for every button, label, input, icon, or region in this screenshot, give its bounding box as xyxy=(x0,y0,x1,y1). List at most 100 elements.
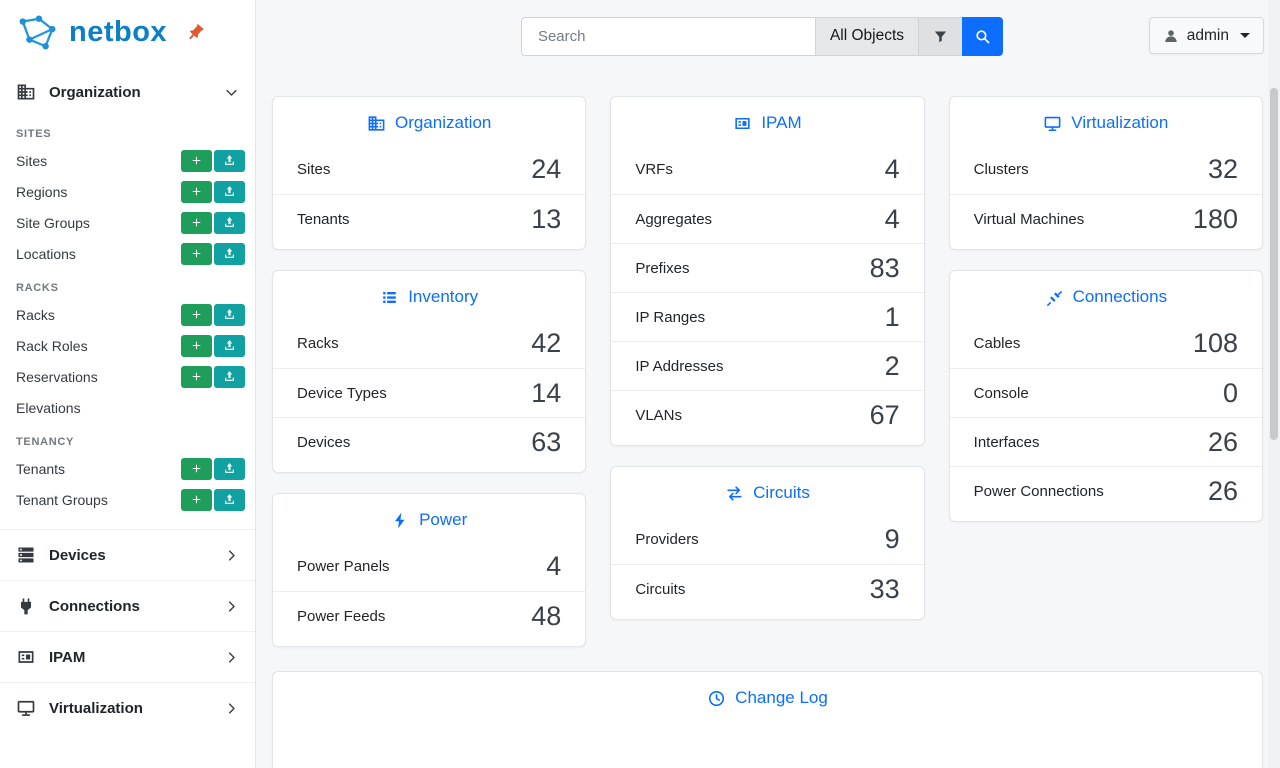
stat-label[interactable]: IP Ranges xyxy=(635,308,706,326)
stat-row-tenants[interactable]: Tenants 13 xyxy=(273,194,586,243)
stat-row-vlans[interactable]: VLANs 67 xyxy=(611,390,924,439)
stat-label[interactable]: Aggregates xyxy=(635,210,713,228)
subitem-label[interactable]: Tenant Groups xyxy=(16,491,108,508)
stat-label[interactable]: Cables xyxy=(973,335,1021,352)
add-button[interactable] xyxy=(181,365,212,388)
import-button[interactable] xyxy=(214,149,245,172)
stat-row-power-feeds[interactable]: Power Feeds 48 xyxy=(273,591,586,640)
stat-row-racks[interactable]: Racks 42 xyxy=(273,319,585,368)
sidebar-item-organization[interactable]: Organization xyxy=(0,69,255,115)
stat-row-power-panels[interactable]: Power Panels 4 xyxy=(273,542,585,591)
stat-label[interactable]: VRFs xyxy=(635,161,673,178)
sidebar-subitem-locations[interactable]: Locations xyxy=(0,238,255,269)
upload-icon xyxy=(223,493,236,506)
stat-row-clusters[interactable]: Clusters 32 xyxy=(950,145,1262,194)
add-button[interactable] xyxy=(181,488,212,511)
scrollbar-thumb[interactable] xyxy=(1270,88,1278,440)
stat-value: 83 xyxy=(869,252,900,283)
page-scrollbar[interactable] xyxy=(1268,0,1280,768)
import-button[interactable] xyxy=(214,211,245,234)
stat-label[interactable]: Console xyxy=(973,384,1029,402)
add-button[interactable] xyxy=(181,180,212,203)
subitem-label[interactable]: Sites xyxy=(16,152,48,169)
stat-row-ip-ranges[interactable]: IP Ranges 1 xyxy=(611,292,924,341)
sidebar-subitem-elevations[interactable]: Elevations xyxy=(0,392,255,423)
stat-label[interactable]: Prefixes xyxy=(635,259,690,277)
sidebar-item-virtualization[interactable]: Virtualization xyxy=(0,682,255,733)
subitem-label[interactable]: Racks xyxy=(16,306,55,323)
stat-label[interactable]: VLANs xyxy=(635,406,683,424)
sidebar-pin-icon[interactable] xyxy=(182,19,209,46)
stat-row-console[interactable]: Console 0 xyxy=(949,368,1262,417)
stat-row-sites[interactable]: Sites 24 xyxy=(273,145,585,194)
sidebar-subitem-regions[interactable]: Regions xyxy=(0,176,255,207)
stat-row-prefixes[interactable]: Prefixes 83 xyxy=(611,243,924,292)
stat-row-device-types[interactable]: Device Types 14 xyxy=(273,368,586,417)
sidebar-subitem-racks[interactable]: Racks xyxy=(0,299,255,330)
sidebar-item-connections[interactable]: Connections xyxy=(0,580,255,631)
card-header: Inventory xyxy=(273,271,585,319)
sidebar-subitem-reservations[interactable]: Reservations xyxy=(0,361,255,392)
stat-label[interactable]: Interfaces xyxy=(973,433,1040,451)
import-button[interactable] xyxy=(214,334,245,357)
add-button[interactable] xyxy=(181,211,212,234)
sidebar-item-ipam[interactable]: IPAM xyxy=(0,631,255,682)
sidebar-subitem-tenant-groups[interactable]: Tenant Groups xyxy=(0,484,255,515)
subitem-label[interactable]: Tenants xyxy=(16,460,66,477)
stat-label[interactable]: Clusters xyxy=(973,161,1029,178)
stat-label[interactable]: IP Addresses xyxy=(635,357,724,375)
add-button[interactable] xyxy=(181,242,212,265)
sidebar-subitem-tenants[interactable]: Tenants xyxy=(0,453,255,484)
stat-row-providers[interactable]: Providers 9 xyxy=(611,515,923,564)
import-button[interactable] xyxy=(214,488,245,511)
import-button[interactable] xyxy=(214,180,245,203)
stat-row-virtual-machines[interactable]: Virtual Machines 180 xyxy=(949,194,1262,243)
add-button[interactable] xyxy=(181,334,212,357)
import-button[interactable] xyxy=(214,242,245,265)
stat-row-ip-addresses[interactable]: IP Addresses 2 xyxy=(611,341,924,390)
stat-row-power-connections[interactable]: Power Connections 26 xyxy=(949,466,1262,515)
subitem-label[interactable]: Elevations xyxy=(16,399,81,416)
add-button[interactable] xyxy=(181,303,212,326)
stat-row-cables[interactable]: Cables 108 xyxy=(950,319,1262,368)
sidebar-subitem-rack-roles[interactable]: Rack Roles xyxy=(0,330,255,361)
subitem-label[interactable]: Locations xyxy=(16,245,76,262)
stat-label[interactable]: Power Panels xyxy=(297,558,390,575)
import-button[interactable] xyxy=(214,303,245,326)
stat-value: 13 xyxy=(531,203,562,234)
stat-label[interactable]: Sites xyxy=(297,161,331,178)
sidebar-subitem-site-groups[interactable]: Site Groups xyxy=(0,207,255,238)
subitem-label[interactable]: Rack Roles xyxy=(16,337,88,354)
card-title: Organization xyxy=(394,113,492,132)
card-header: Virtualization xyxy=(950,97,1262,145)
sidebar-item-devices[interactable]: Devices xyxy=(0,529,255,580)
stat-row-devices[interactable]: Devices 63 xyxy=(273,417,586,466)
stat-label[interactable]: Providers xyxy=(635,531,699,548)
stat-label[interactable]: Power Feeds xyxy=(297,607,386,625)
user-menu-button[interactable]: admin xyxy=(1148,17,1264,54)
stat-row-interfaces[interactable]: Interfaces 26 xyxy=(949,417,1262,466)
stat-row-vrfs[interactable]: VRFs 4 xyxy=(611,145,923,194)
add-button[interactable] xyxy=(181,457,212,480)
sidebar-subitem-sites[interactable]: Sites xyxy=(0,145,255,176)
stat-label[interactable]: Virtual Machines xyxy=(973,210,1085,228)
filter-button[interactable] xyxy=(918,16,963,56)
subitem-label[interactable]: Site Groups xyxy=(16,214,90,231)
stat-label[interactable]: Devices xyxy=(297,433,351,451)
subitem-label[interactable]: Regions xyxy=(16,183,68,200)
stat-row-circuits[interactable]: Circuits 33 xyxy=(611,564,924,613)
stat-label[interactable]: Circuits xyxy=(635,580,686,598)
stat-label[interactable]: Power Connections xyxy=(973,482,1104,500)
add-button[interactable] xyxy=(181,149,212,172)
search-input[interactable] xyxy=(520,16,815,56)
stat-label[interactable]: Racks xyxy=(297,335,339,352)
import-button[interactable] xyxy=(214,365,245,388)
search-scope-button[interactable]: All Objects xyxy=(814,16,919,56)
search-button[interactable] xyxy=(962,16,1004,56)
import-button[interactable] xyxy=(214,457,245,480)
stat-label[interactable]: Device Types xyxy=(297,384,387,402)
stat-label[interactable]: Tenants xyxy=(297,210,350,228)
stat-row-aggregates[interactable]: Aggregates 4 xyxy=(611,194,924,243)
brand-name[interactable]: netbox xyxy=(69,15,168,48)
subitem-label[interactable]: Reservations xyxy=(16,368,98,385)
